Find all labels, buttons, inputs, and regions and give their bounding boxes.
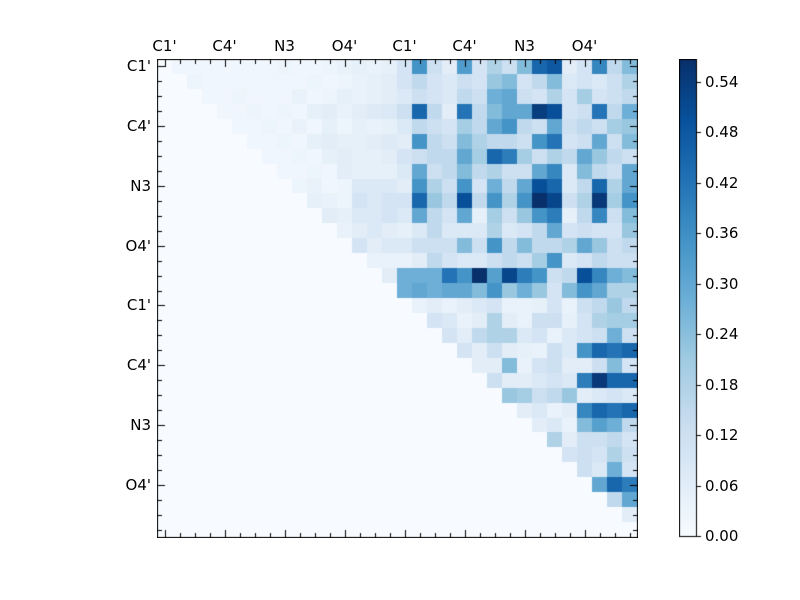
colorbar-tick-label: 0.12 — [705, 426, 739, 445]
heatmap-image — [157, 59, 638, 538]
colorbar-tick-label: 0.24 — [705, 325, 739, 344]
colorbar-tick-label: 0.18 — [705, 375, 739, 394]
colorbar-tick-label: 0.30 — [705, 274, 739, 293]
y-axis-tick-label: C1' — [126, 296, 151, 315]
x-axis-tick-label: C1' — [152, 37, 177, 55]
colorbar-tick-label: 0.48 — [705, 123, 739, 142]
y-axis-tick-label: O4' — [125, 475, 151, 494]
colorbar-tick-label: 0.54 — [705, 72, 739, 91]
y-axis-tick-label: C4' — [126, 356, 151, 375]
y-axis-tick-label: C4' — [126, 117, 151, 136]
x-axis-tick-label: N3 — [514, 37, 535, 55]
x-axis-tick-label: N3 — [274, 37, 295, 55]
x-axis-tick-label: O4' — [331, 37, 358, 55]
x-axis-tick-label: C4' — [452, 37, 477, 55]
colorbar-tick-label: 0.06 — [705, 476, 739, 495]
colorbar-tick-label: 0.42 — [705, 173, 739, 192]
colorbar-tick-label: 0.00 — [705, 527, 739, 545]
colorbar-tick-label: 0.36 — [705, 224, 739, 243]
y-axis-tick-label: N3 — [130, 176, 151, 195]
colorbar — [679, 59, 704, 538]
x-axis-tick-label: C1' — [392, 37, 417, 55]
x-axis-tick-label: O4' — [571, 37, 598, 55]
y-axis-tick-label: O4' — [125, 236, 151, 255]
x-axis-tick-label: C4' — [212, 37, 237, 55]
y-axis-tick-label: C1' — [126, 57, 151, 76]
y-axis-tick-label: N3 — [130, 415, 151, 434]
